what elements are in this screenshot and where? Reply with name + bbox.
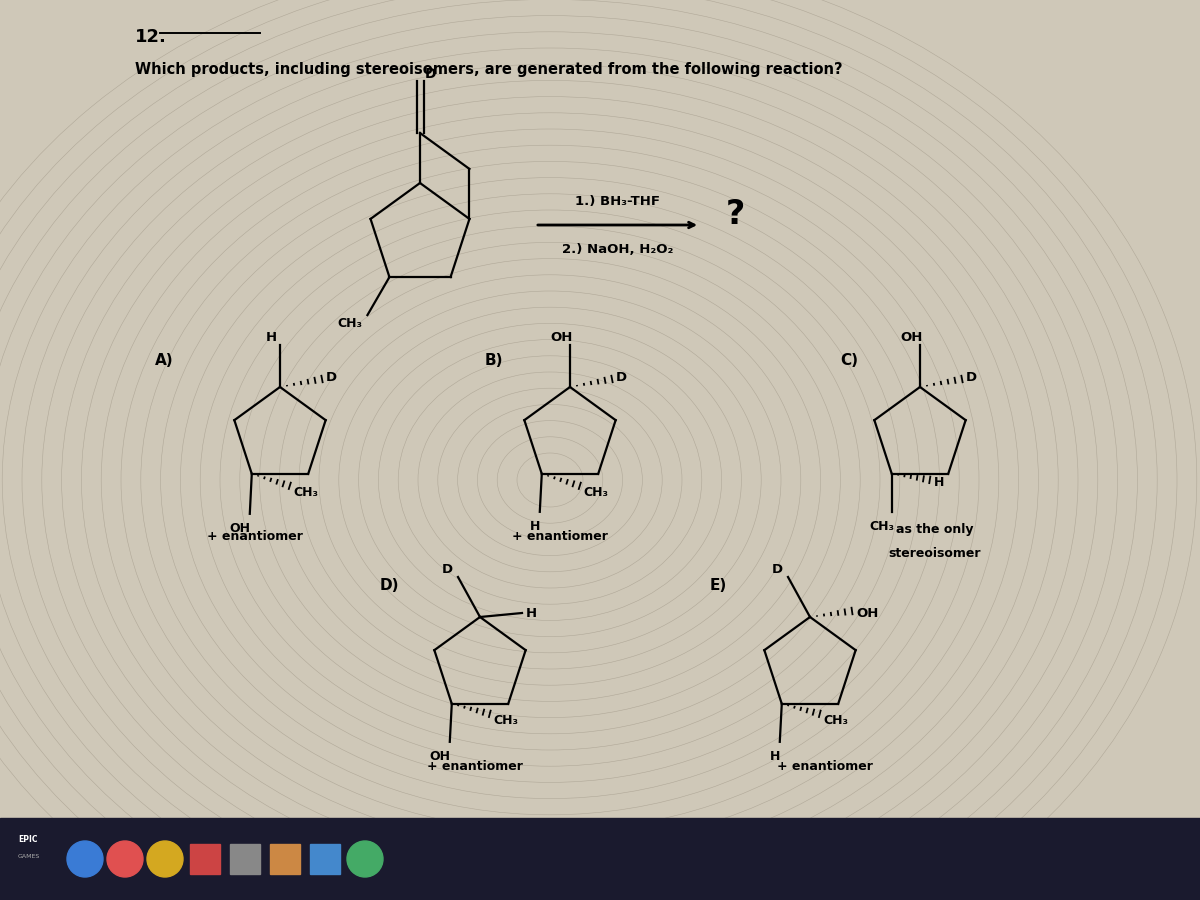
Text: D: D bbox=[326, 371, 337, 384]
Text: H: H bbox=[769, 750, 780, 763]
Text: D: D bbox=[616, 371, 628, 384]
Text: B): B) bbox=[485, 353, 504, 368]
Text: 12.: 12. bbox=[134, 28, 167, 46]
Text: as the only: as the only bbox=[896, 523, 973, 536]
Text: Which products, including stereoisomers, are generated from the following reacti: Which products, including stereoisomers,… bbox=[134, 62, 842, 77]
Text: D): D) bbox=[380, 578, 400, 593]
Text: D: D bbox=[442, 563, 454, 576]
Bar bbox=[190, 844, 220, 874]
Text: 1.) BH₃-THF: 1.) BH₃-THF bbox=[575, 195, 660, 208]
Text: CH₃: CH₃ bbox=[294, 486, 319, 499]
Text: A): A) bbox=[155, 353, 174, 368]
Text: + enantiomer: + enantiomer bbox=[427, 760, 523, 773]
Text: OH: OH bbox=[856, 607, 878, 620]
Bar bbox=[230, 844, 260, 874]
Text: CH₃: CH₃ bbox=[337, 317, 362, 330]
Text: CH₃: CH₃ bbox=[583, 486, 608, 499]
Text: H: H bbox=[526, 607, 538, 620]
Text: OH: OH bbox=[550, 331, 572, 344]
Text: 2.) NaOH, H₂O₂: 2.) NaOH, H₂O₂ bbox=[562, 243, 673, 256]
Text: OH: OH bbox=[229, 522, 251, 535]
Circle shape bbox=[347, 841, 383, 877]
Bar bbox=[270, 844, 300, 874]
Text: E): E) bbox=[710, 578, 727, 593]
Text: C): C) bbox=[840, 353, 858, 368]
Text: D: D bbox=[966, 371, 977, 384]
Text: ?: ? bbox=[725, 199, 745, 231]
Circle shape bbox=[148, 841, 182, 877]
Text: + enantiomer: + enantiomer bbox=[208, 530, 302, 543]
Text: H: H bbox=[266, 331, 277, 344]
Text: GAMES: GAMES bbox=[18, 854, 41, 859]
Text: OH: OH bbox=[430, 750, 451, 763]
Bar bbox=[310, 844, 340, 874]
Text: OH: OH bbox=[900, 331, 923, 344]
Text: CH₃: CH₃ bbox=[823, 714, 848, 727]
Bar bbox=[0, 818, 1200, 900]
Text: CH₃: CH₃ bbox=[493, 714, 518, 727]
Circle shape bbox=[67, 841, 103, 877]
Text: CH₃: CH₃ bbox=[870, 520, 895, 533]
Text: D: D bbox=[772, 563, 784, 576]
Text: + enantiomer: + enantiomer bbox=[512, 530, 608, 543]
Text: H: H bbox=[934, 476, 944, 489]
Text: D: D bbox=[425, 67, 437, 81]
Text: EPIC: EPIC bbox=[18, 835, 37, 844]
Text: H: H bbox=[529, 520, 540, 533]
Circle shape bbox=[107, 841, 143, 877]
Text: + enantiomer: + enantiomer bbox=[778, 760, 872, 773]
Text: stereoisomer: stereoisomer bbox=[889, 547, 982, 560]
